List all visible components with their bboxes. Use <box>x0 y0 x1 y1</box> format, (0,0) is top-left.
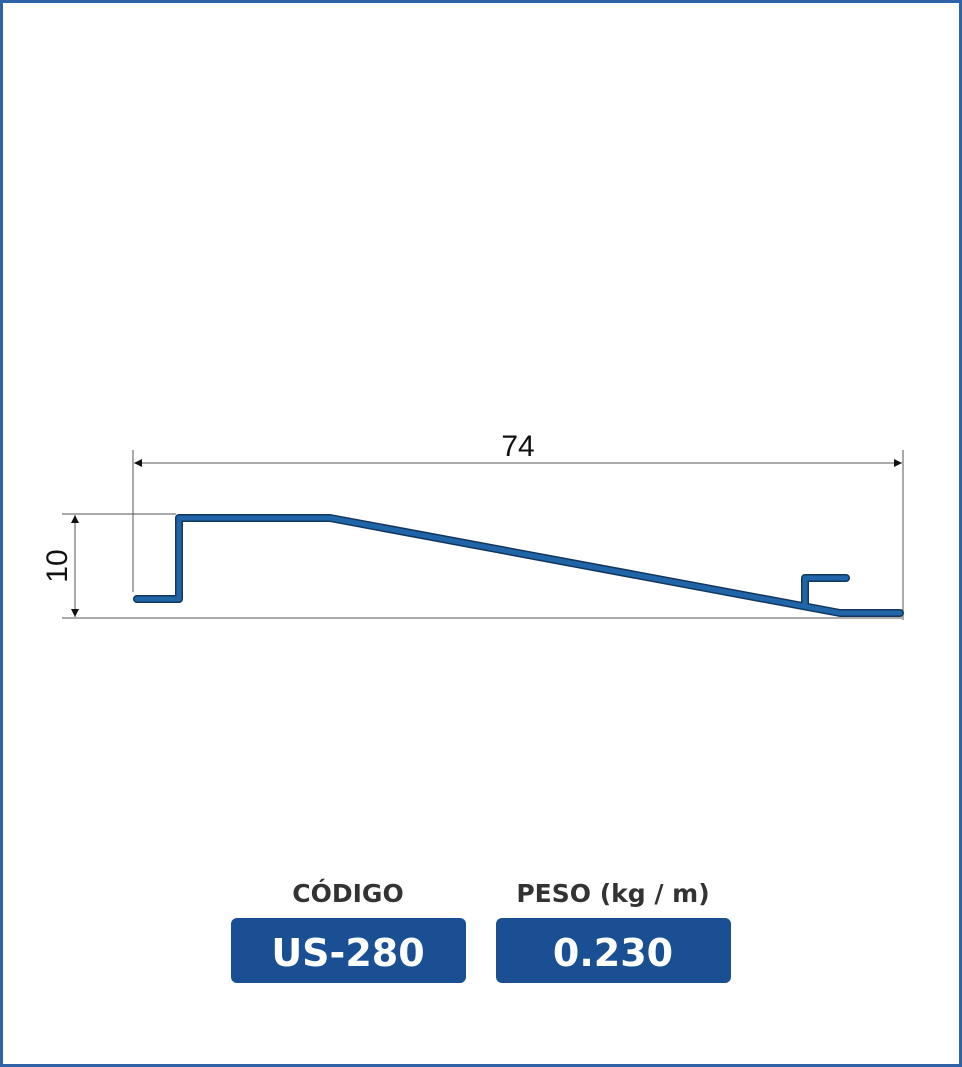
dimension-lines <box>62 450 904 620</box>
profile <box>133 514 904 617</box>
code-value: US-280 <box>271 931 424 975</box>
weight-label: PESO (kg / m) <box>516 879 709 908</box>
width-dimension: 74 <box>501 430 534 463</box>
code-label: CÓDIGO <box>292 878 403 908</box>
code-box <box>231 918 466 983</box>
height-dimension: 10 <box>41 549 74 582</box>
weight-box <box>496 918 731 983</box>
weight-value: 0.230 <box>553 931 673 975</box>
